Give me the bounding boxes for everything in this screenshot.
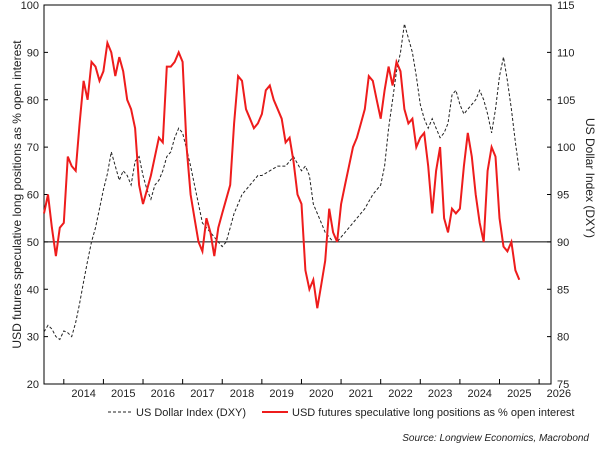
left-tick-label: 100 xyxy=(21,0,39,12)
x-tick-label: 2021 xyxy=(349,388,373,400)
left-tick-label: 40 xyxy=(27,284,39,296)
legend-label-positions: USD futures speculative long positions a… xyxy=(292,407,575,419)
x-axis: 2014 2015 2016 2017 2018 2019 2020 2021 2022 2023… xyxy=(63,379,571,400)
x-tick-label: 2018 xyxy=(230,388,254,400)
y-right-axis-title: US Dollar Index (DXY) xyxy=(583,118,597,238)
series-line-dxy xyxy=(43,23,520,341)
x-tick-label: 2019 xyxy=(269,388,293,400)
right-tick-label: 100 xyxy=(557,142,575,154)
right-tick-label: 110 xyxy=(557,47,575,59)
x-tick-label: 2020 xyxy=(309,388,333,400)
series-line-speculative-positions xyxy=(43,39,521,309)
legend: US Dollar Index (DXY) USD futures specul… xyxy=(108,407,575,419)
x-tick-label: 2014 xyxy=(71,388,95,400)
left-tick-label: 30 xyxy=(27,332,39,344)
legend-label-dxy: US Dollar Index (DXY) xyxy=(136,407,246,419)
left-tick-label: 20 xyxy=(27,379,39,391)
x-tick-label: 2022 xyxy=(388,388,412,400)
x-tick-label: 2025 xyxy=(507,388,531,400)
right-tick-label: 90 xyxy=(557,237,569,249)
left-tick-label: 90 xyxy=(27,47,39,59)
right-tick-label: 80 xyxy=(557,332,569,344)
right-tick-label: 75 xyxy=(557,379,569,391)
x-tick-label: 2026 xyxy=(547,388,571,400)
right-tick-label: 85 xyxy=(557,284,569,296)
left-tick-label: 60 xyxy=(27,190,39,202)
left-tick-label: 70 xyxy=(27,142,39,154)
right-axis: 75 80 85 90 95 100 105 110 115 xyxy=(547,0,575,391)
right-tick-label: 105 xyxy=(557,95,575,107)
left-axis: 20 30 40 50 60 70 80 90 100 xyxy=(21,0,48,391)
x-tick-label: 2015 xyxy=(111,388,135,400)
y-left-axis-title: USD futures speculative long positions a… xyxy=(10,40,24,349)
right-tick-label: 95 xyxy=(557,190,569,202)
x-tick-label: 2024 xyxy=(467,388,491,400)
left-tick-label: 80 xyxy=(27,95,39,107)
x-tick-label: 2023 xyxy=(428,388,452,400)
x-tick-label: 2016 xyxy=(151,388,175,400)
right-tick-label: 115 xyxy=(557,0,575,12)
x-tick-label: 2017 xyxy=(190,388,214,400)
left-tick-label: 50 xyxy=(27,237,39,249)
source-note: Source: Longview Economics, Macrobond xyxy=(402,433,589,444)
